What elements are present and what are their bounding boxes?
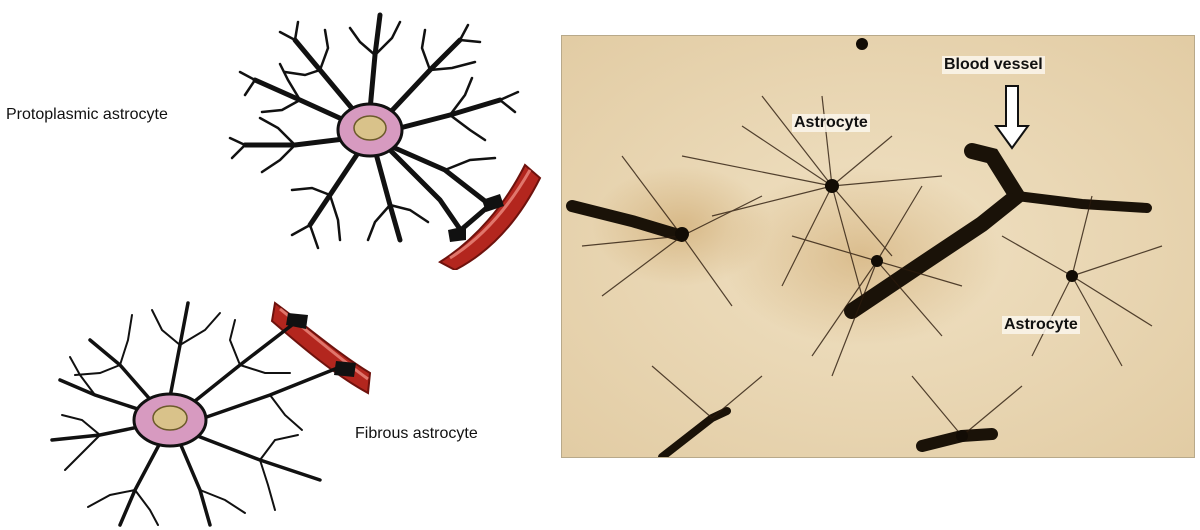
- nucleus-shape: [152, 405, 188, 431]
- astrocyte-soma: [336, 102, 404, 158]
- astrocyte-label-upper: Astrocyte: [792, 114, 870, 132]
- astrocyte-soma: [132, 392, 208, 448]
- astrocyte-processes: [228, 12, 520, 250]
- protoplasmic-astrocyte-illustration: [228, 12, 542, 270]
- micrograph-panel: Blood vessel Astrocyte Astrocyte: [561, 35, 1195, 458]
- nucleus-shape: [353, 115, 387, 141]
- astrocyte-processes: [50, 301, 342, 527]
- fibrous-astrocyte-label: Fibrous astrocyte: [355, 425, 478, 442]
- fibrous-astrocyte-illustration: [50, 301, 372, 527]
- blood-vessel-shape: [270, 301, 372, 395]
- blood-vessel-label: Blood vessel: [942, 56, 1045, 74]
- stained-astrocyte-fibers: [581, 95, 1163, 437]
- micrograph-image: [562, 36, 1194, 457]
- blood-vessel-shape: [438, 163, 542, 270]
- end-feet: [448, 194, 504, 242]
- protoplasmic-astrocyte-label: Protoplasmic astrocyte: [6, 106, 168, 123]
- stained-astrocyte-bodies: [675, 38, 1078, 442]
- end-feet: [286, 313, 356, 377]
- arrow-down-icon: [994, 85, 1030, 150]
- astrocyte-label-lower: Astrocyte: [1002, 316, 1080, 334]
